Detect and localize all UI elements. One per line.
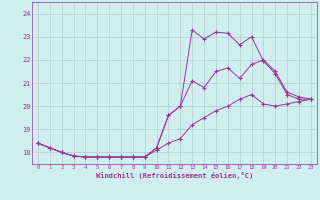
X-axis label: Windchill (Refroidissement éolien,°C): Windchill (Refroidissement éolien,°C) <box>96 172 253 179</box>
